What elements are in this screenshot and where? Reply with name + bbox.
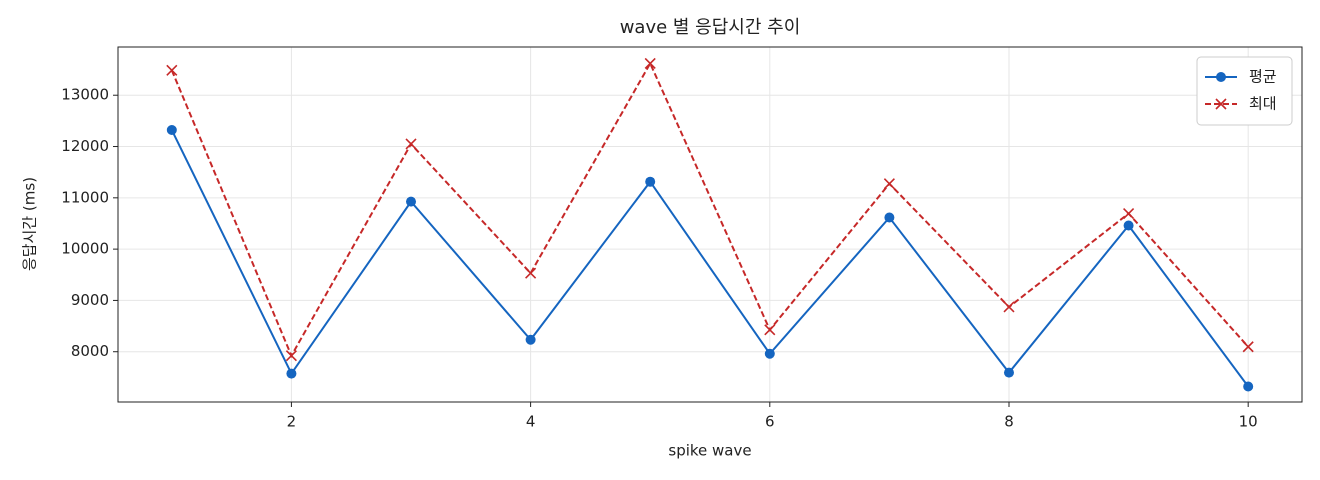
legend-marker	[1216, 72, 1226, 82]
chart-title: wave 별 응답시간 추이	[620, 17, 801, 38]
x-tick-label: 2	[287, 413, 297, 431]
x-tick-label: 6	[765, 413, 775, 431]
legend-label: 최대	[1249, 95, 1277, 113]
y-tick-label: 10000	[61, 240, 109, 258]
point	[166, 64, 178, 76]
legend-box	[1196, 56, 1293, 126]
x-tick-label: 10	[1239, 413, 1258, 431]
point	[645, 176, 656, 187]
point	[406, 196, 417, 207]
point	[525, 267, 537, 279]
y-tick-label: 11000	[61, 188, 109, 206]
point	[1242, 341, 1254, 353]
y-tick-label: 12000	[61, 137, 109, 155]
y-tick-label: 8000	[71, 342, 109, 360]
point	[286, 368, 297, 379]
series-line	[170, 61, 1249, 358]
point	[884, 212, 895, 223]
point	[883, 178, 895, 190]
point	[1243, 381, 1254, 392]
y-tick-label: 13000	[61, 86, 109, 104]
point	[405, 138, 417, 150]
legend-label: 평균	[1249, 68, 1277, 86]
point	[1123, 220, 1134, 231]
point	[644, 57, 656, 69]
x-tick-label: 4	[526, 413, 536, 431]
point	[764, 348, 775, 359]
point	[1123, 207, 1135, 220]
legend-marker	[1215, 98, 1227, 110]
series-line	[170, 129, 1249, 388]
point	[1003, 301, 1015, 313]
point	[285, 350, 297, 362]
point	[166, 125, 177, 136]
y-axis-label: 응답시간 (ms)	[21, 177, 39, 271]
point	[525, 334, 536, 345]
plot-frame	[117, 46, 1303, 403]
y-tick-label: 9000	[71, 291, 109, 309]
x-axis-label: spike wave	[668, 442, 751, 460]
point	[764, 324, 776, 336]
x-tick-label: 8	[1004, 413, 1014, 431]
point	[1003, 367, 1014, 378]
